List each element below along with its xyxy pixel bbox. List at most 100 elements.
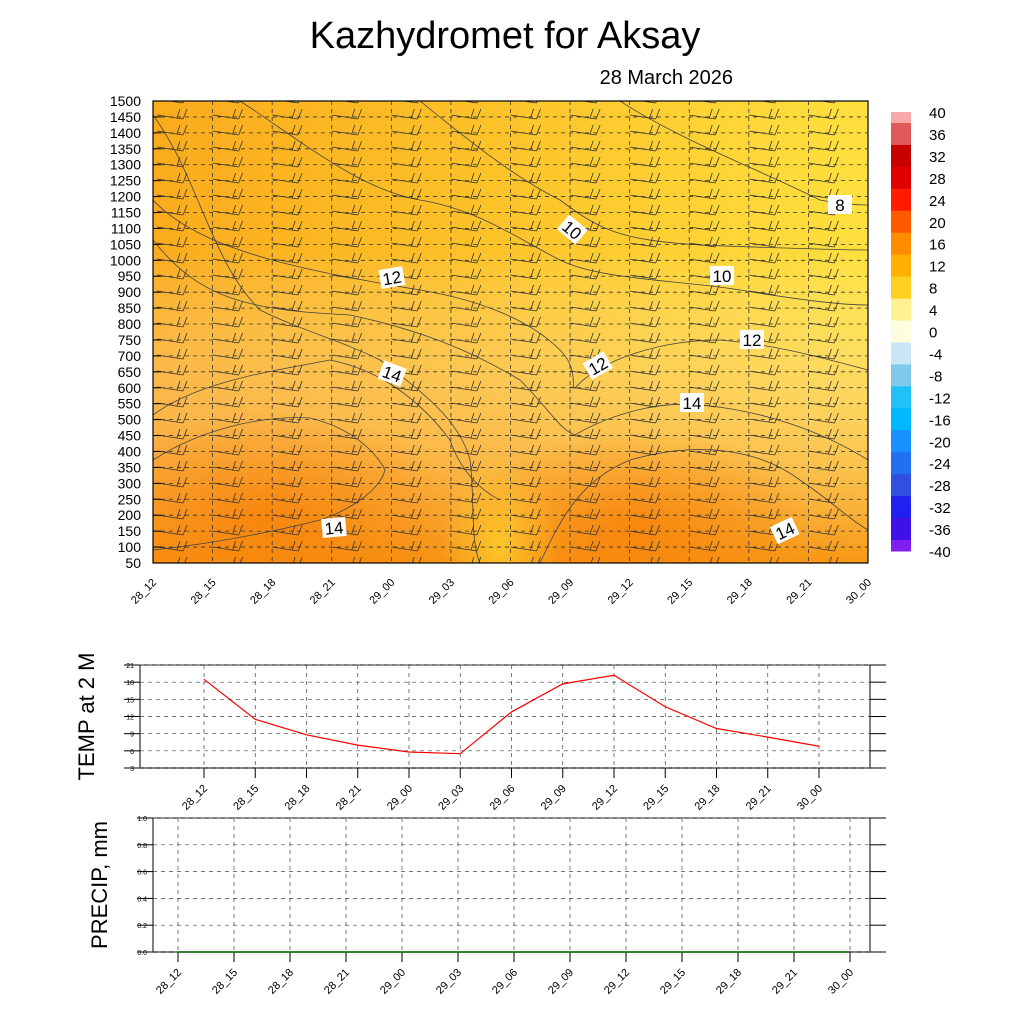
wind-barb [212, 380, 243, 392]
colorbar-label: 16 [929, 237, 946, 254]
x-tick-label: 28_15 [231, 783, 261, 813]
y-tick-label: 400 [118, 443, 142, 459]
wind-barb [272, 540, 303, 552]
y-tick-label: 700 [118, 348, 142, 364]
colorbar-swatch [891, 320, 911, 332]
x-tick-label: 29_00 [367, 577, 397, 607]
wind-barb [272, 524, 303, 536]
x-tick-label: 29_06 [487, 577, 517, 607]
wind-barb [689, 188, 720, 200]
wind-barb [331, 476, 363, 488]
y-tick-label: 800 [118, 316, 142, 332]
wind-barb [450, 268, 482, 280]
wind-barb [570, 204, 601, 216]
wind-barb [570, 172, 601, 184]
x-tick-label: 30_00 [844, 577, 874, 607]
colorbar-label: 24 [929, 193, 946, 210]
svg-text:14: 14 [683, 394, 702, 413]
wind-barb [689, 492, 720, 504]
wind-barb [331, 220, 363, 232]
colorbar-label: -32 [929, 500, 951, 517]
wind-barb [331, 268, 363, 280]
wind-barb [689, 364, 720, 376]
wind-barb [689, 348, 720, 360]
x-tick-label: 30_00 [826, 967, 856, 997]
wind-barb [808, 108, 839, 120]
wind-barb [689, 316, 720, 328]
wind-barb [570, 444, 601, 456]
wind-barb [156, 508, 188, 520]
wind-barb [331, 124, 363, 136]
svg-text:14: 14 [324, 518, 345, 539]
wind-barb [748, 508, 780, 520]
colorbar-label: 32 [929, 149, 946, 166]
x-tick-label: 28_12 [180, 783, 210, 813]
colorbar-swatch [891, 518, 911, 530]
x-tick-label: 28_21 [308, 577, 338, 607]
wind-barb [156, 524, 188, 536]
wind-barb [331, 188, 363, 200]
chart-subtitle: 28 March 2026 [600, 67, 733, 89]
wind-barb [331, 428, 363, 440]
colorbar-swatch [891, 133, 911, 146]
wind-barb [689, 508, 720, 520]
x-tick-label: 29_18 [714, 967, 744, 997]
colorbar-swatch [891, 408, 911, 420]
wind-barb [450, 460, 482, 472]
y-tick-label: 1500 [110, 93, 141, 109]
wind-barb [570, 460, 601, 472]
wind-barb [808, 540, 839, 552]
wind-barb [450, 508, 482, 520]
colorbar-swatch [891, 331, 911, 343]
wind-barb [570, 140, 601, 152]
wind-barb [450, 524, 482, 536]
wind-barb [450, 300, 482, 312]
x-axis-labels: 28_12 28_15 28_18 28_21 29_00 29_03 29_06 29_09… [129, 577, 874, 607]
wind-barb [331, 284, 363, 296]
wind-barb [212, 348, 243, 360]
colorbar-label: 8 [929, 281, 937, 298]
wind-barb [689, 444, 720, 456]
y-tick-label: 1000 [110, 252, 141, 268]
y-tick-label: 1150 [111, 205, 141, 221]
colorbar-label: -36 [929, 522, 951, 539]
wind-barb [570, 300, 601, 312]
colorbar-swatch [891, 397, 911, 409]
x-tick-label: 29_09 [546, 577, 576, 607]
wind-barb [331, 380, 363, 392]
x-tick-label: 28_18 [266, 967, 296, 997]
chart-title: Kazhydromet for Aksay [310, 15, 701, 57]
y-tick-label: 1450 [110, 109, 141, 125]
wind-barb [689, 428, 720, 440]
y-tick-label: 950 [118, 268, 142, 284]
y-tick-label: 600 [118, 380, 142, 396]
svg-text:12: 12 [381, 267, 403, 289]
wind-barb [570, 396, 601, 408]
colorbar-swatch [891, 243, 911, 256]
wind-barb [272, 508, 303, 520]
y-tick-label: 900 [118, 284, 142, 300]
panel-ylabel: TEMP at 2 M [74, 653, 99, 781]
wind-barb [689, 332, 720, 344]
wind-barb [212, 556, 243, 563]
contour-label: 10 [710, 266, 734, 286]
wind-barb [331, 236, 363, 248]
wind-barb [868, 93, 898, 103]
wind-barb [689, 236, 720, 248]
wind-barb [510, 556, 541, 563]
wind-barb [570, 380, 601, 392]
colorbar-swatch [891, 353, 911, 365]
wind-barb [570, 492, 601, 504]
x-tick-label: 28_21 [322, 967, 352, 997]
wind-barb [689, 140, 720, 152]
colorbar-swatch [891, 188, 911, 201]
x-tick-label: 29_00 [385, 783, 415, 813]
wind-barb [450, 108, 482, 120]
wind-barb [450, 380, 482, 392]
svg-text:8: 8 [835, 196, 844, 215]
wind-barb [331, 460, 363, 472]
wind-barb [331, 140, 363, 152]
wind-barb [689, 284, 720, 296]
wind-barb [689, 108, 720, 120]
